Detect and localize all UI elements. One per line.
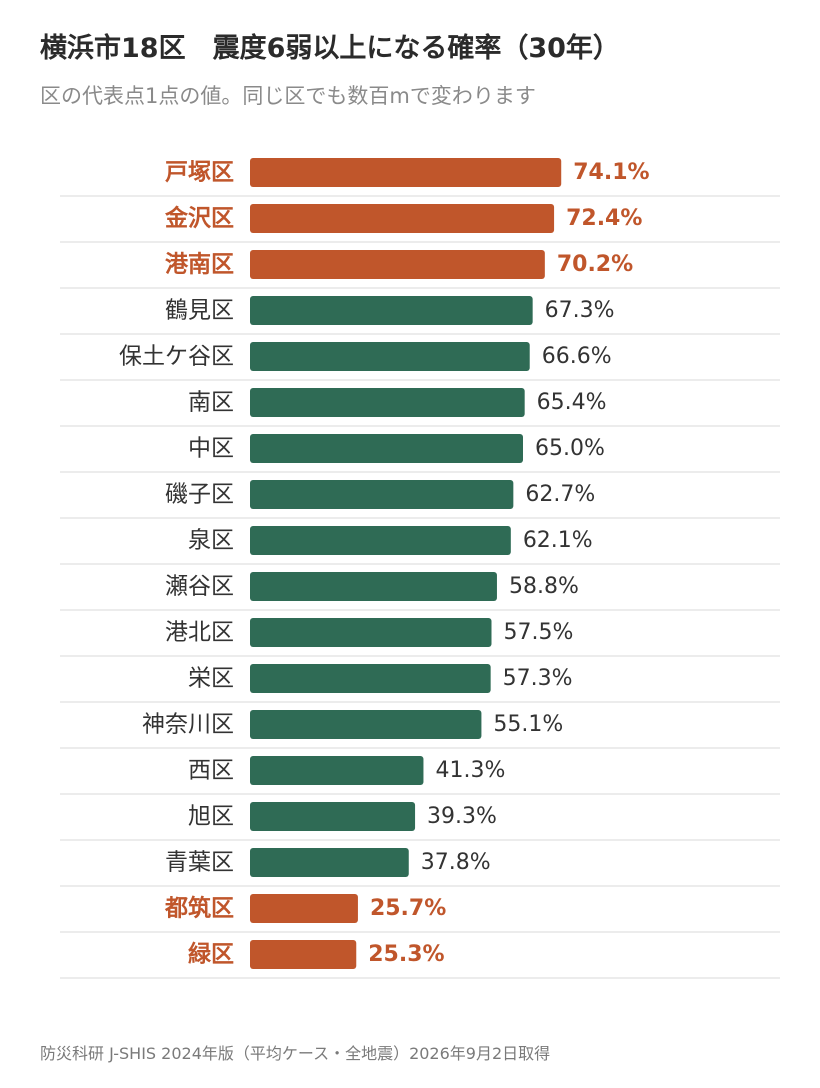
value-label: 62.1% [523, 528, 593, 553]
bar [250, 710, 482, 739]
bar [250, 572, 497, 601]
category-label: 保土ケ谷区 [119, 344, 234, 370]
category-label: 中区 [188, 436, 234, 462]
category-label: 金沢区 [164, 205, 234, 232]
category-label: 栄区 [188, 666, 234, 692]
bar [250, 342, 530, 371]
bar [250, 848, 409, 877]
value-label: 57.5% [504, 620, 574, 645]
bar [250, 296, 533, 325]
bar [250, 158, 562, 187]
category-label: 神奈川区 [142, 712, 234, 738]
value-label: 65.0% [535, 436, 605, 461]
value-label: 65.4% [537, 390, 607, 415]
category-label: 鶴見区 [165, 298, 234, 324]
category-label: 緑区 [188, 941, 234, 968]
bar [250, 756, 424, 785]
category-label: 青葉区 [165, 850, 234, 876]
category-label: 港北区 [165, 620, 234, 646]
category-label: 瀬谷区 [165, 574, 234, 600]
value-label: 66.6% [542, 344, 612, 369]
value-label: 67.3% [545, 298, 615, 323]
category-label: 西区 [188, 758, 234, 784]
category-label: 旭区 [188, 804, 234, 830]
value-label: 70.2% [557, 252, 633, 277]
bar [250, 664, 491, 693]
chart-title: 横浜市18区 震度6弱以上になる確率（30年） [40, 33, 620, 64]
bar [250, 526, 511, 555]
source-note: 防災科研 J-SHIS 2024年版（平均ケース・全地震）2026年9月2日取得 [40, 1044, 551, 1063]
value-label: 57.3% [503, 666, 573, 691]
bar [250, 618, 492, 647]
category-label: 磯子区 [165, 482, 234, 508]
value-label: 25.7% [370, 896, 446, 921]
category-label: 戸塚区 [165, 160, 234, 186]
chart-subtitle: 区の代表点1点の値。同じ区でも数百mで変わります [40, 84, 536, 108]
value-label: 72.4% [566, 206, 642, 231]
value-label: 55.1% [493, 712, 563, 737]
bar [250, 434, 523, 463]
category-label: 南区 [188, 390, 234, 416]
bar [250, 388, 525, 417]
bar-chart: 戸塚区 74.1% 金沢区 72.4% 港南区 70.2% 鶴見区 67.3% 保土ケ谷区 66.… [60, 158, 780, 979]
value-label: 39.3% [427, 804, 497, 829]
bar [250, 940, 357, 969]
bar [250, 802, 416, 831]
value-label: 25.3% [368, 942, 444, 967]
category-label: 都筑区 [164, 895, 234, 922]
value-label: 62.7% [525, 482, 595, 507]
category-label: 泉区 [188, 528, 234, 554]
value-label: 41.3% [435, 758, 505, 783]
value-label: 58.8% [509, 574, 579, 599]
value-label: 74.1% [573, 160, 649, 185]
bar [250, 204, 555, 233]
bar [250, 250, 545, 279]
category-label: 港南区 [165, 252, 234, 278]
bar [250, 480, 514, 509]
value-label: 37.8% [421, 850, 491, 875]
bar [250, 894, 358, 923]
